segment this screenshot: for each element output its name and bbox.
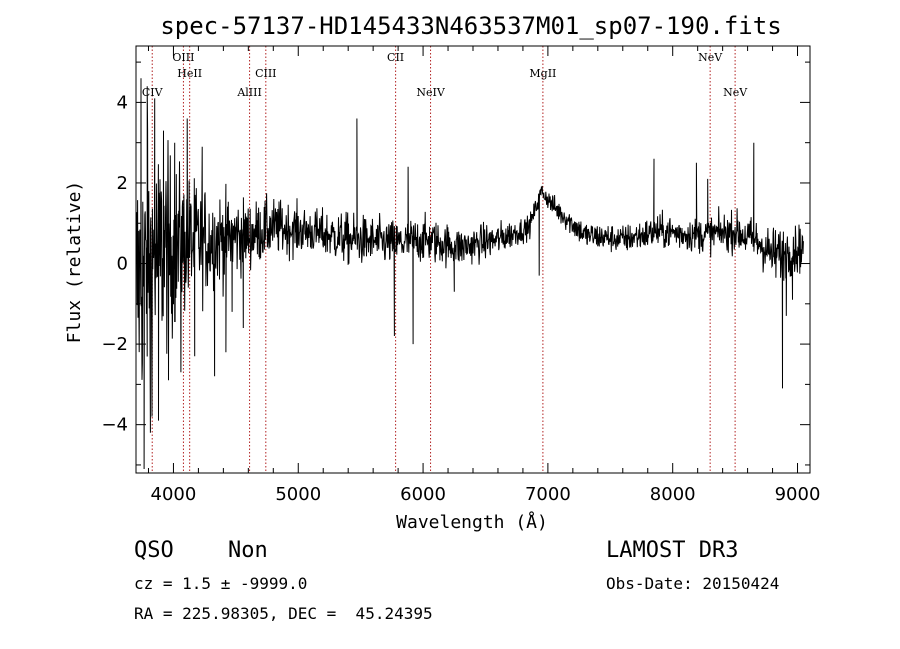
emission-line-label: NeIV [416, 86, 445, 99]
x-axis-label: Wavelength (Å) [396, 511, 548, 533]
emission-line-label: NeV [698, 51, 723, 64]
redshift-text: cz = 1.5 ± -9999.0 [134, 574, 308, 593]
emission-line-label: AlIII [236, 86, 262, 99]
y-tick-label: 2 [117, 173, 128, 194]
emission-line-label: NeV [723, 86, 748, 99]
x-tick-label: 5000 [275, 484, 321, 505]
x-tick-label: 9000 [775, 484, 821, 505]
coordinates: RA = 225.98305, DEC = 45.24395 [134, 604, 433, 623]
emission-line-label: MgII [529, 67, 556, 80]
y-axis: −4 −2 0 2 4 [101, 61, 810, 466]
chart-title: spec-57137-HD145433N463537M01_sp07-190.f… [160, 12, 781, 40]
y-tick-label: 4 [117, 92, 128, 113]
object-class: QSO [134, 538, 174, 563]
y-axis-label: Flux (relative) [64, 181, 85, 344]
x-tick-label: 7000 [525, 484, 571, 505]
emission-line-label: HeII [177, 67, 202, 80]
x-tick-label: 4000 [151, 484, 197, 505]
y-tick-label: −2 [101, 334, 128, 355]
x-axis: 4000 5000 6000 7000 8000 9000 [147, 46, 821, 505]
x-tick-label: 8000 [650, 484, 696, 505]
emission-line-label: CIII [255, 67, 276, 80]
spectrum-line [135, 78, 804, 470]
emission-line-label: CII [387, 51, 404, 64]
obs-date: Obs-Date: 20150424 [606, 574, 780, 593]
survey-name: LAMOST DR3 [606, 538, 739, 563]
emission-line-label: OIII [172, 51, 194, 64]
spectrum-chart: spec-57137-HD145433N463537M01_sp07-190.f… [64, 12, 821, 533]
object-subclass: Non [228, 538, 268, 563]
emission-line-label: CIV [142, 86, 164, 99]
emission-line-markers: CIV OIII HeII AlIII CIII CII NeIV MgII NeV NeV [142, 46, 748, 473]
x-tick-label: 6000 [400, 484, 446, 505]
y-tick-label: 0 [117, 254, 128, 275]
y-tick-label: −4 [101, 415, 128, 436]
